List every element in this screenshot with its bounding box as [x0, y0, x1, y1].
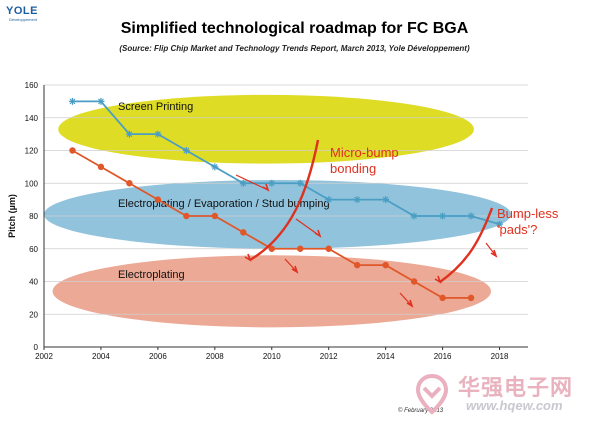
trend-arrowhead-6 [406, 299, 414, 308]
data-point [268, 179, 276, 187]
annotation-line: Bump-less [497, 206, 559, 221]
chart-title: Simplified technological roadmap for FC … [120, 20, 469, 37]
watermark-brand: 华强电子网 [458, 376, 574, 401]
x-tick-label: 2016 [434, 352, 452, 361]
data-point [410, 212, 418, 220]
data-point [211, 212, 219, 220]
trend-arrowhead-7 [490, 249, 498, 258]
data-point [239, 179, 247, 187]
watermark-logo-icon [415, 373, 449, 415]
trend-arrowhead-2 [434, 275, 442, 284]
data-point [211, 163, 219, 171]
trend-arrow-3 [235, 174, 269, 191]
region-label-3: Electroplating [118, 269, 185, 281]
x-tick-label: 2012 [320, 352, 338, 361]
series-line-1 [72, 100, 500, 226]
data-point [496, 220, 504, 228]
region-label-1: Screen Printing [118, 101, 193, 113]
data-point [154, 130, 162, 138]
x-tick-label: 2008 [206, 352, 224, 361]
y-tick-label: 20 [29, 310, 38, 319]
annotation-line: Micro-bump [330, 145, 399, 160]
trend-arrowhead-5 [291, 265, 299, 274]
data-point [240, 229, 247, 236]
yole-logo: YOLE Développement [6, 4, 58, 22]
annotation-2: Bump-less'pads'? [497, 206, 559, 237]
data-point [296, 179, 304, 187]
y-tick-label: 40 [29, 278, 38, 287]
data-point [268, 245, 275, 252]
data-point [353, 261, 361, 269]
x-tick-label: 2004 [92, 352, 110, 361]
y-tick-label: 160 [25, 81, 39, 90]
annotation-line: bonding [330, 161, 376, 176]
y-tick-label: 60 [29, 245, 38, 254]
site-watermark: 华强电子网 www.hqew.com [410, 368, 585, 418]
watermark-url: www.hqew.com [466, 398, 563, 413]
trend-arrowhead-4 [314, 229, 322, 238]
x-tick-label: 2014 [377, 352, 395, 361]
chart-source: (Source: Flip Chip Market and Technology… [119, 44, 470, 53]
data-point [325, 245, 332, 252]
data-point [382, 196, 390, 204]
annotation-line: 'pads'? [497, 222, 537, 237]
region-ellipse-1 [58, 94, 474, 164]
data-point [183, 212, 190, 220]
trend-arrowhead-3 [262, 183, 270, 192]
data-point [325, 196, 333, 204]
data-point [182, 147, 190, 154]
y-tick-label: 0 [34, 343, 39, 352]
data-point [297, 245, 304, 252]
data-point [97, 163, 105, 171]
data-point [467, 294, 475, 302]
x-tick-label: 2006 [149, 352, 167, 361]
data-point [353, 196, 361, 204]
region-ellipse-3 [52, 255, 491, 328]
y-tick-label: 100 [25, 179, 39, 188]
data-point [125, 130, 133, 138]
y-tick-label: 120 [25, 147, 39, 156]
data-point [382, 261, 389, 269]
x-tick-label: 2002 [35, 352, 53, 361]
data-point [154, 196, 162, 203]
logo-wordmark: YOLE [6, 5, 38, 17]
data-point [97, 97, 105, 105]
trend-arrow-5 [284, 258, 298, 273]
annotation-1: Micro-bump bonding [330, 145, 399, 176]
trend-arrow-2 [439, 207, 494, 283]
data-point [467, 212, 475, 220]
trend-arrow-7 [485, 242, 497, 257]
trend-arrow-6 [399, 292, 413, 307]
trend-arrowhead-1 [244, 253, 252, 262]
data-point [439, 294, 446, 302]
data-point [439, 212, 447, 220]
data-point [69, 147, 76, 154]
data-point [126, 180, 133, 187]
y-axis-label: Pitch (µm) [7, 194, 17, 238]
data-point [68, 97, 76, 105]
data-point [410, 278, 418, 285]
logo-subtitle: Développement [9, 17, 38, 22]
y-tick-label: 140 [25, 114, 39, 123]
region-ellipse-2 [44, 179, 511, 249]
copyright-note: © February 2013 [398, 408, 444, 414]
y-tick-label: 80 [29, 212, 38, 221]
trend-arrow-1 [249, 139, 320, 262]
x-tick-label: 2010 [263, 352, 281, 361]
x-tick-label: 2018 [491, 352, 509, 361]
